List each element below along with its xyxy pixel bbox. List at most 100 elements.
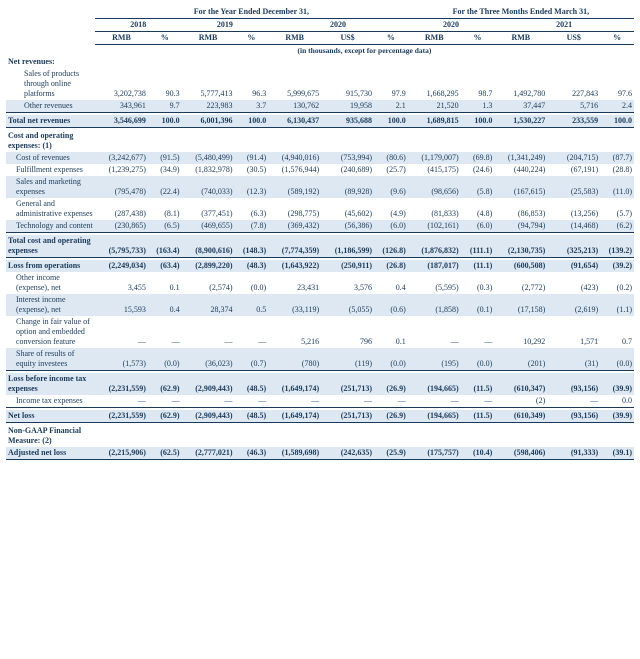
cell-value: (6.0)	[374, 220, 408, 233]
cell-value: (0.0)	[600, 348, 634, 371]
cell-value: (287,438)	[95, 198, 148, 220]
header-span-year: For the Year Ended December 31,	[95, 6, 408, 19]
cell-value: (0.1)	[461, 294, 495, 316]
cell-value: (2,777,021)	[182, 447, 235, 460]
currency-label-usd: US$	[547, 32, 600, 45]
cell-value: (0.7)	[235, 348, 269, 371]
cell-value: 1,530,227	[494, 115, 547, 128]
cell-value: (98,656)	[408, 176, 461, 198]
cell-value: (25.7)	[374, 164, 408, 176]
cell-value: (1,589,698)	[268, 447, 321, 460]
cell-value: (780)	[268, 348, 321, 371]
cell-value: (1,179,007)	[408, 152, 461, 164]
cell-value: (81,833)	[408, 198, 461, 220]
cell-value: (423)	[547, 272, 600, 294]
table-row: Change in fair value of option and embed…	[6, 316, 634, 348]
cell-value: (25.9)	[374, 447, 408, 460]
cell-value: 915,730	[321, 68, 374, 100]
cell-value: (5,795,733)	[95, 235, 148, 258]
cell-value: 3,576	[321, 272, 374, 294]
table-body: Net revenues:Sales of products through o…	[6, 56, 634, 460]
row-label: Technology and content	[6, 220, 95, 233]
table-row: Cost of revenues(3,242,677)(91.5)(5,480,…	[6, 152, 634, 164]
cell-value: (6.3)	[235, 198, 269, 220]
cell-value: 5,716	[547, 100, 600, 113]
cell-value: 37,447	[494, 100, 547, 113]
row-label: Net revenues:	[6, 56, 95, 68]
cell-value: (1,858)	[408, 294, 461, 316]
table-row: Interest income (expense), net15,5930.42…	[6, 294, 634, 316]
table-row: Share of results of equity investees(1,5…	[6, 348, 634, 371]
row-label: Cost of revenues	[6, 152, 95, 164]
cell-value: (5.8)	[461, 176, 495, 198]
cell-value: 21,520	[408, 100, 461, 113]
cell-value: (610,347)	[494, 373, 547, 395]
cell-value: (2,772)	[494, 272, 547, 294]
cell-value	[374, 56, 408, 68]
cell-value: 223,983	[182, 100, 235, 113]
cell-value: (56,386)	[321, 220, 374, 233]
row-label: Total net revenues	[6, 115, 95, 128]
cell-value: 1,668,295	[408, 68, 461, 100]
cell-value: (1,649,174)	[268, 373, 321, 395]
cell-value: (10.4)	[461, 447, 495, 460]
cell-value	[268, 425, 321, 447]
cell-value: (753,994)	[321, 152, 374, 164]
cell-value: (5,055)	[321, 294, 374, 316]
cell-value	[494, 130, 547, 152]
cell-value: (22.4)	[148, 176, 182, 198]
row-label: Sales and marketing expenses	[6, 176, 95, 198]
cell-value: (251,713)	[321, 373, 374, 395]
cell-value: (201)	[494, 348, 547, 371]
row-label: General and administrative expenses	[6, 198, 95, 220]
cell-value: (600,508)	[494, 260, 547, 272]
cell-value: (91.5)	[148, 152, 182, 164]
cell-value: (5,480,499)	[182, 152, 235, 164]
cell-value: (2,215,906)	[95, 447, 148, 460]
cell-value: 5,999,675	[268, 68, 321, 100]
cell-value: (36,023)	[182, 348, 235, 371]
cell-value: (2)	[494, 395, 547, 408]
cell-value: 1,571	[547, 316, 600, 348]
cell-value	[268, 56, 321, 68]
row-label: Net loss	[6, 410, 95, 423]
cell-value: (62.9)	[148, 373, 182, 395]
cell-value: (11.5)	[461, 373, 495, 395]
cell-value: 15,593	[95, 294, 148, 316]
cell-value: (33,119)	[268, 294, 321, 316]
header-qtr-2020: 2020	[408, 19, 495, 32]
cell-value: 343,961	[95, 100, 148, 113]
cell-value: (1,186,599)	[321, 235, 374, 258]
cell-value: (67,191)	[547, 164, 600, 176]
cell-value: (1,576,944)	[268, 164, 321, 176]
financial-table-container: For the Year Ended December 31, For the …	[0, 0, 640, 470]
cell-value: 100.0	[600, 115, 634, 128]
cell-value	[95, 56, 148, 68]
header-year-2019: 2019	[182, 19, 269, 32]
table-row: Net revenues:	[6, 56, 634, 68]
cell-value: (0.2)	[600, 272, 634, 294]
cell-value: (1,341,249)	[494, 152, 547, 164]
percent-label: %	[461, 32, 495, 45]
cell-value: (17,158)	[494, 294, 547, 316]
percent-label: %	[374, 32, 408, 45]
cell-value: 97.9	[374, 68, 408, 100]
cell-value: 3,202,738	[95, 68, 148, 100]
cell-value: (0.0)	[374, 348, 408, 371]
cell-value: (26.9)	[374, 373, 408, 395]
cell-value: (163.4)	[148, 235, 182, 258]
cell-value: (62.9)	[148, 410, 182, 423]
cell-value: (469,655)	[182, 220, 235, 233]
cell-value: (240,689)	[321, 164, 374, 176]
table-row: Loss before income tax expenses(2,231,55…	[6, 373, 634, 395]
cell-value: (39.2)	[600, 260, 634, 272]
cell-value	[494, 56, 547, 68]
cell-value: (25,583)	[547, 176, 600, 198]
currency-label: RMB	[268, 32, 321, 45]
currency-label: RMB	[408, 32, 461, 45]
cell-value	[182, 56, 235, 68]
financial-table: For the Year Ended December 31, For the …	[6, 6, 634, 460]
currency-label: RMB	[494, 32, 547, 45]
cell-value: (45,602)	[321, 198, 374, 220]
cell-value: (24.6)	[461, 164, 495, 176]
